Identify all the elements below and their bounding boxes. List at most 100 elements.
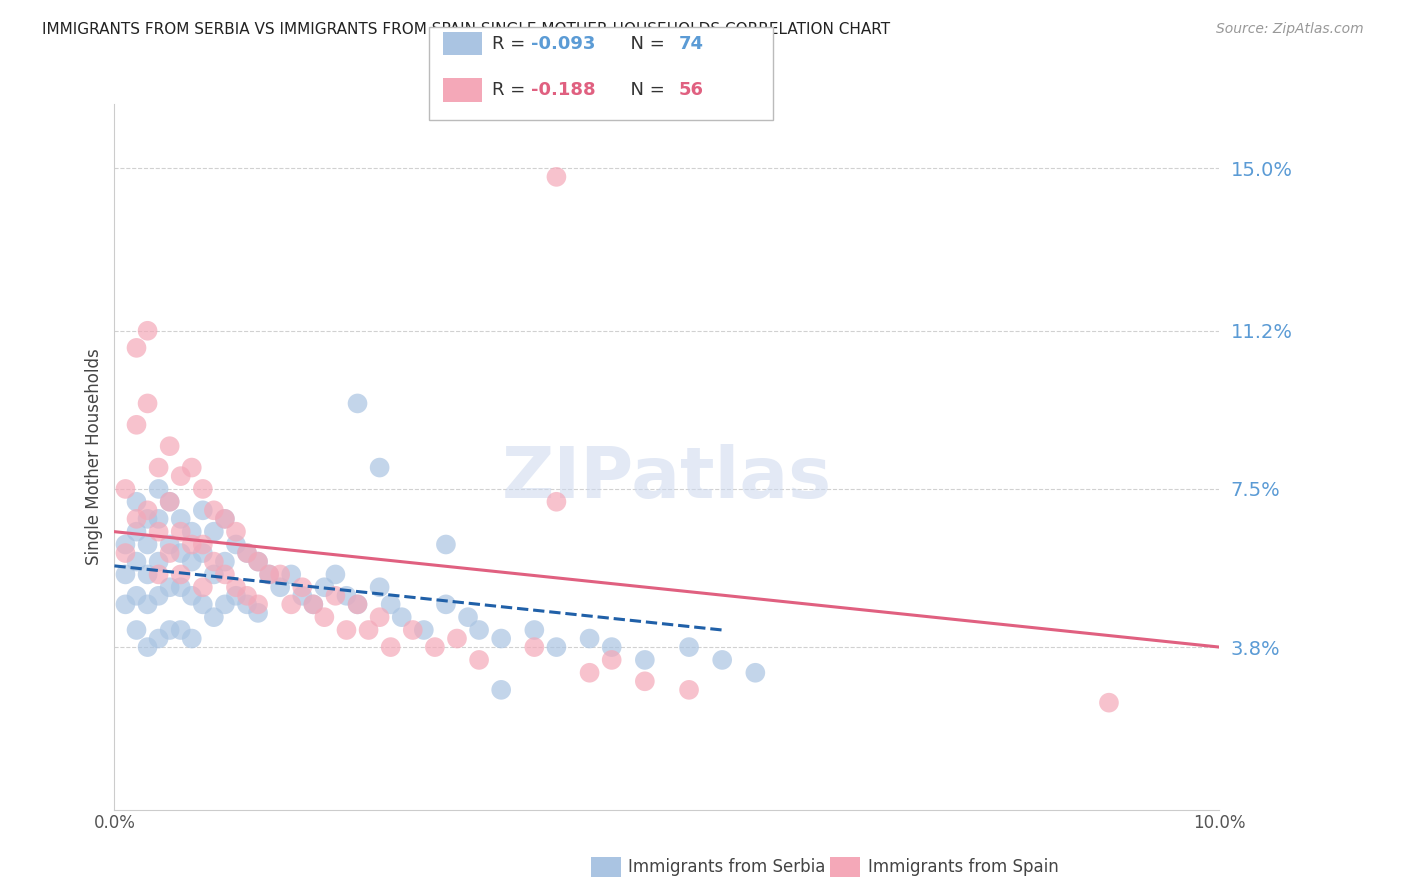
Point (1098, 696, 1121, 710)
Point (380, 640, 402, 654)
Point (125, 623, 148, 637)
Point (170, 580, 193, 594)
Point (225, 537, 247, 551)
Point (346, 396, 368, 410)
Point (434, 598, 457, 612)
Point (136, 324, 159, 338)
Point (148, 555, 170, 569)
Point (269, 567, 291, 582)
Point (335, 623, 357, 637)
Point (180, 524, 202, 539)
Text: -0.188: -0.188 (531, 81, 596, 99)
Point (191, 482, 214, 496)
Point (125, 589, 148, 603)
Point (148, 460, 170, 475)
Point (125, 555, 148, 569)
Text: Immigrants from Spain: Immigrants from Spain (868, 858, 1059, 876)
Point (247, 555, 270, 569)
Point (236, 546, 259, 560)
Point (280, 567, 302, 582)
Point (236, 598, 259, 612)
Point (600, 640, 623, 654)
Point (368, 610, 391, 624)
Point (114, 546, 136, 560)
Point (136, 567, 159, 582)
Point (191, 580, 214, 594)
Point (489, 682, 512, 697)
Point (180, 589, 202, 603)
Point (314, 580, 336, 594)
Point (578, 632, 600, 646)
Point (148, 482, 170, 496)
Text: Source: ZipAtlas.com: Source: ZipAtlas.com (1216, 22, 1364, 37)
Point (170, 546, 193, 560)
Point (489, 632, 512, 646)
Point (114, 567, 136, 582)
Point (159, 439, 181, 453)
Point (468, 653, 491, 667)
Y-axis label: Single Mother Households: Single Mother Households (86, 349, 103, 566)
Point (523, 640, 546, 654)
Point (280, 598, 302, 612)
Point (202, 503, 225, 517)
Point (180, 632, 202, 646)
Point (180, 537, 202, 551)
Point (325, 589, 347, 603)
Point (523, 623, 546, 637)
Point (214, 512, 236, 526)
Point (634, 674, 657, 689)
Point (446, 632, 468, 646)
Point (170, 567, 193, 582)
Point (325, 567, 347, 582)
Point (202, 555, 225, 569)
Point (257, 567, 280, 582)
Point (578, 665, 600, 680)
Point (214, 598, 236, 612)
Point (391, 610, 413, 624)
Text: 74: 74 (679, 35, 704, 53)
Point (125, 512, 148, 526)
Point (125, 417, 148, 432)
Point (434, 537, 457, 551)
Point (148, 512, 170, 526)
Point (546, 495, 568, 509)
Point (380, 598, 402, 612)
Point (412, 623, 434, 637)
Point (125, 341, 148, 355)
Point (678, 640, 700, 654)
Text: R =: R = (492, 81, 531, 99)
Point (468, 623, 491, 637)
Point (346, 598, 368, 612)
Point (125, 524, 148, 539)
Point (236, 589, 259, 603)
Point (546, 640, 568, 654)
Text: R =: R = (492, 35, 531, 53)
Point (368, 460, 391, 475)
Point (180, 460, 202, 475)
Point (711, 653, 734, 667)
Point (346, 598, 368, 612)
Point (678, 682, 700, 697)
Point (314, 610, 336, 624)
Point (159, 495, 181, 509)
Point (302, 598, 325, 612)
Point (368, 580, 391, 594)
Point (291, 589, 314, 603)
Point (600, 653, 623, 667)
Point (402, 623, 425, 637)
Point (170, 512, 193, 526)
Point (170, 469, 193, 483)
Point (114, 537, 136, 551)
Point (148, 524, 170, 539)
Point (180, 555, 202, 569)
Point (236, 546, 259, 560)
Point (457, 610, 479, 624)
Point (546, 169, 568, 184)
Point (214, 512, 236, 526)
Point (170, 524, 193, 539)
Point (357, 623, 380, 637)
Point (148, 567, 170, 582)
Point (335, 589, 357, 603)
Text: -0.093: -0.093 (531, 35, 596, 53)
Point (114, 482, 136, 496)
